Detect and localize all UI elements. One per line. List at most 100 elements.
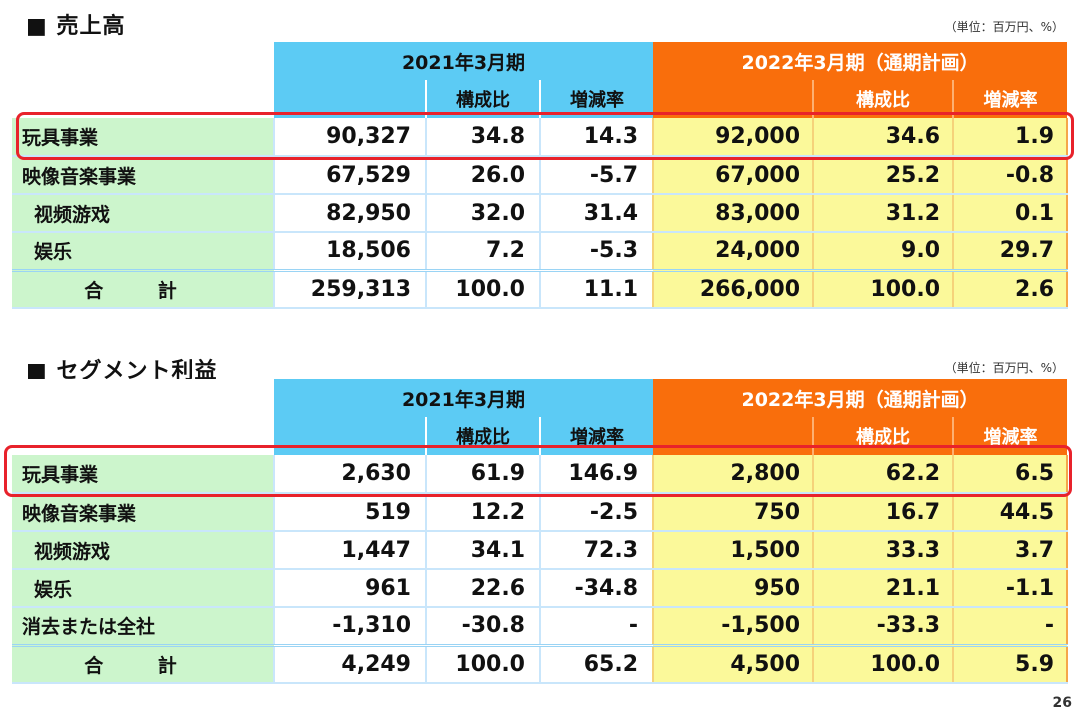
value-2021: 961 <box>273 569 426 608</box>
segment-period-2022: 2022年3月期（通期計画） <box>653 379 1068 417</box>
value-2022: 24,000 <box>652 232 814 271</box>
change-2022: -0.8 <box>952 156 1069 195</box>
value-2022: 92,000 <box>652 118 814 157</box>
change-2022: 6.5 <box>952 455 1069 494</box>
change-2022: 44.5 <box>952 493 1069 532</box>
ratio-2022: 9.0 <box>812 232 954 271</box>
sales-period-2022: 2022年3月期（通期計画） <box>653 42 1068 80</box>
row-label: 映像音楽事業 <box>12 493 274 532</box>
segment-header-ratio-2021: 構成比 <box>425 417 540 455</box>
table-row: 玩具事業 2,630 61.9 146.9 2,800 62.2 6.5 <box>12 455 1069 494</box>
ratio-2021: 34.8 <box>425 118 540 157</box>
row-label-total: 合 計 <box>12 268 274 309</box>
table-row: 娱乐 18,506 7.2 -5.3 24,000 9.0 29.7 <box>12 232 1069 271</box>
sales-section: ■ 売上高 （単位：百万円、%） 2021年3月期 2022年3月期（通期計画）… <box>0 0 1080 330</box>
sales-header-blank <box>12 42 274 80</box>
value-2021: 519 <box>273 493 426 532</box>
sales-header-change-2021: 増減率 <box>538 80 654 118</box>
value-2022: 950 <box>652 569 814 608</box>
ratio-2021: 7.2 <box>425 232 540 271</box>
sales-header-ratio-2021: 構成比 <box>425 80 540 118</box>
table-total-row: 合 計 4,249 100.0 65.2 4,500 100.0 5.9 <box>12 643 1069 684</box>
table-row: 映像音楽事業 519 12.2 -2.5 750 16.7 44.5 <box>12 493 1069 532</box>
sales-table: 2021年3月期 2022年3月期（通期計画） 構成比 増減率 構成比 増減率 … <box>12 42 1069 309</box>
ratio-2022: 62.2 <box>812 455 954 494</box>
ratio-2021: -30.8 <box>425 607 540 646</box>
segment-section: ■ セグメント利益 （単位：百万円、%） 2021年3月期 2022年3月期（通… <box>0 345 1080 711</box>
change-2021: 65.2 <box>538 643 654 684</box>
row-label: 消去または全社 <box>12 607 274 646</box>
segment-header-value-2021 <box>274 417 426 455</box>
sales-header-value-2021 <box>274 80 426 118</box>
ratio-2022: 25.2 <box>812 156 954 195</box>
segment-header-row-1: 2021年3月期 2022年3月期（通期計画） <box>12 379 1068 417</box>
row-label: 玩具事業 <box>12 455 274 494</box>
ratio-2021: 32.0 <box>425 194 540 233</box>
change-2022: 0.1 <box>952 194 1069 233</box>
sales-header-ratio-2022: 構成比 <box>812 80 954 118</box>
row-label: 玩具事業 <box>12 118 274 157</box>
sales-header-blank-2 <box>12 80 274 118</box>
value-2021: 82,950 <box>273 194 426 233</box>
table-row: 视频游戏 1,447 34.1 72.3 1,500 33.3 3.7 <box>12 531 1069 570</box>
ratio-2022: 34.6 <box>812 118 954 157</box>
segment-header-value-2022 <box>653 417 814 455</box>
row-label: 映像音楽事業 <box>12 156 274 195</box>
sales-header-change-2022: 増減率 <box>952 80 1068 118</box>
sales-header-value-2022 <box>653 80 814 118</box>
table-total-row: 合 計 259,313 100.0 11.1 266,000 100.0 2.6 <box>12 268 1069 309</box>
ratio-2022: 16.7 <box>812 493 954 532</box>
ratio-2021: 61.9 <box>425 455 540 494</box>
change-2021: 146.9 <box>538 455 654 494</box>
ratio-2022: 33.3 <box>812 531 954 570</box>
value-2022: 83,000 <box>652 194 814 233</box>
change-2022: 1.9 <box>952 118 1069 157</box>
value-2022: 750 <box>652 493 814 532</box>
ratio-2022: 21.1 <box>812 569 954 608</box>
table-row: 消去または全社 -1,310 -30.8 - -1,500 -33.3 - <box>12 607 1069 646</box>
ratio-2021: 12.2 <box>425 493 540 532</box>
change-2022: 5.9 <box>952 643 1069 684</box>
row-label: 娱乐 <box>12 232 274 271</box>
value-2021: 2,630 <box>273 455 426 494</box>
change-2021: 72.3 <box>538 531 654 570</box>
change-2022: - <box>952 607 1069 646</box>
segment-table: 2021年3月期 2022年3月期（通期計画） 構成比 増減率 構成比 増減率 … <box>12 379 1069 684</box>
segment-header-change-2021: 増減率 <box>538 417 654 455</box>
change-2021: -5.3 <box>538 232 654 271</box>
table-row: 映像音楽事業 67,529 26.0 -5.7 67,000 25.2 -0.8 <box>12 156 1069 195</box>
ratio-2022: 31.2 <box>812 194 954 233</box>
value-2021: 18,506 <box>273 232 426 271</box>
sales-header-row-2: 構成比 増減率 構成比 増減率 <box>12 80 1068 118</box>
sales-title: ■ 売上高 <box>26 14 126 39</box>
segment-header-row-2: 構成比 増減率 構成比 増減率 <box>12 417 1068 455</box>
sales-period-2021: 2021年3月期 <box>274 42 654 80</box>
change-2021: 31.4 <box>538 194 654 233</box>
ratio-2021: 34.1 <box>425 531 540 570</box>
value-2021: 90,327 <box>273 118 426 157</box>
ratio-2022: 100.0 <box>812 268 954 309</box>
value-2022: 4,500 <box>652 643 814 684</box>
ratio-2022: 100.0 <box>812 643 954 684</box>
sales-unit: （単位：百万円、%） <box>944 20 1064 34</box>
change-2022: 29.7 <box>952 232 1069 271</box>
change-2022: -1.1 <box>952 569 1069 608</box>
row-label: 娱乐 <box>12 569 274 608</box>
value-2021: 4,249 <box>273 643 426 684</box>
row-label-total: 合 計 <box>12 643 274 684</box>
value-2021: 67,529 <box>273 156 426 195</box>
value-2021: -1,310 <box>273 607 426 646</box>
table-row: 娱乐 961 22.6 -34.8 950 21.1 -1.1 <box>12 569 1069 608</box>
page-number: 26 <box>1052 695 1072 711</box>
row-label: 视频游戏 <box>12 531 274 570</box>
change-2021: - <box>538 607 654 646</box>
value-2022: -1,500 <box>652 607 814 646</box>
segment-header-ratio-2022: 構成比 <box>812 417 954 455</box>
change-2022: 2.6 <box>952 268 1069 309</box>
table-row: 视频游戏 82,950 32.0 31.4 83,000 31.2 0.1 <box>12 194 1069 233</box>
change-2021: -2.5 <box>538 493 654 532</box>
change-2021: 14.3 <box>538 118 654 157</box>
ratio-2021: 100.0 <box>425 268 540 309</box>
sales-header-row-1: 2021年3月期 2022年3月期（通期計画） <box>12 42 1068 80</box>
change-2022: 3.7 <box>952 531 1069 570</box>
